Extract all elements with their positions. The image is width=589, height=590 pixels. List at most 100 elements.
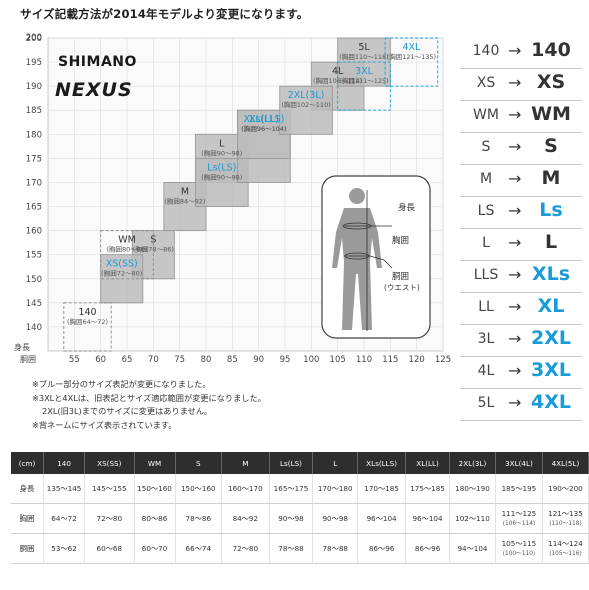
table-cell: 170〜185 — [357, 474, 407, 504]
table-cell: 94〜104 — [449, 533, 496, 564]
mapping-row: L → L — [460, 228, 582, 261]
size-box-label: 4XL — [402, 42, 421, 53]
table-cell: 66〜74 — [175, 533, 223, 564]
table-cell-value: 78〜88 — [278, 543, 304, 553]
table-unit-header: (cm) — [11, 452, 45, 474]
table-cell-value: 72〜80 — [96, 513, 123, 523]
table-column-header: 2XL(3L) — [449, 452, 496, 474]
size-box-label: S — [150, 235, 156, 246]
mapping-row: 140 → 140 — [460, 36, 582, 69]
table-cell-value: 84〜92 — [232, 513, 259, 523]
table-cell: 121〜135 (110〜118) — [542, 503, 589, 534]
table-cell: 64〜72 — [43, 503, 85, 534]
size-box-chest-label: (胸囲64〜72) — [67, 317, 108, 326]
table-cell-value: 72〜80 — [232, 543, 259, 553]
y-tick-label: 155 — [26, 251, 42, 261]
mapping-row: LLS → XLs — [460, 260, 582, 293]
x-tick-label: 125 — [435, 355, 451, 365]
table-cell: 86〜96 — [405, 533, 450, 564]
table-cell: 53〜62 — [43, 533, 85, 564]
old-size-label: LS — [477, 203, 495, 219]
note-3: 2XL(旧3L)までのサイズに変更はありません。 — [42, 406, 213, 416]
table-cell: 60〜70 — [134, 533, 176, 564]
table-cell-old-value: (106〜114) — [502, 520, 536, 527]
table-column-header: S — [175, 452, 223, 474]
table-header-row: (cm) 140 XS(SS) WM S M Ls(LS) L XLs(LLS) XL(LL) 2X… — [11, 452, 589, 474]
new-size-label: XL — [537, 295, 565, 317]
table-column-header: WM — [134, 452, 176, 474]
figure-label-chest: 胸囲 — [392, 235, 409, 246]
table-cell: 102〜110 — [449, 503, 496, 534]
size-box-label: Ls(LS) — [207, 162, 236, 173]
size-box-chest-label: (胸囲96〜104) — [241, 124, 286, 133]
size-box-label: 140 — [78, 307, 96, 318]
arrow-right-icon: → — [508, 105, 522, 124]
size-box-label: 4L — [332, 66, 344, 77]
figure-label-height: 身長 — [398, 202, 416, 213]
new-size-label: 2XL — [531, 327, 571, 349]
chest-ring — [342, 222, 372, 230]
arrow-right-icon: → — [508, 297, 522, 316]
size-box-chest-label: (胸囲106〜114) — [313, 76, 362, 85]
size-box-chest-label: (胸囲102〜110) — [281, 100, 330, 109]
size-box — [384, 37, 439, 87]
x-tick-label: 105 — [330, 355, 346, 365]
x-tick-label: 85 — [227, 355, 238, 365]
old-size-label: L — [482, 235, 490, 251]
mapping-row: 3L → 2XL — [460, 324, 582, 357]
table-column-header: 3XL(4L) — [495, 452, 543, 474]
table-cell-value: 165〜175 — [273, 483, 309, 493]
table-cell: 90〜98 — [312, 503, 359, 534]
table-cell-value: 78〜88 — [322, 543, 348, 553]
table-cell: 90〜98 — [269, 503, 314, 534]
table-cell: 190〜200 — [542, 474, 589, 504]
x-tick-label: 60 — [95, 355, 106, 365]
mapping-row: LL → XL — [460, 292, 582, 325]
table-cell: 170〜180 — [312, 474, 359, 504]
table-cell-value: 145〜155 — [91, 483, 127, 493]
size-box — [100, 230, 154, 280]
table-cell-value: 160〜170 — [228, 483, 263, 493]
table-cell-value: 175〜185 — [410, 483, 445, 493]
table-cell-value: 66〜74 — [185, 543, 212, 553]
x-tick-label: 55 — [69, 355, 80, 365]
table-cell: 150〜160 — [134, 474, 176, 504]
y-tick-label: 195 — [26, 58, 42, 68]
size-box-label: 3XL — [355, 66, 374, 77]
nexus-logo: NEXUS — [55, 79, 133, 101]
table-cell: 80〜86 — [134, 503, 176, 534]
arrow-right-icon: → — [508, 233, 522, 252]
size-table: (cm) 140 XS(SS) WM S M Ls(LS) L XLs(LLS) XL(LL) 2X… — [11, 452, 589, 564]
table-cell: 114〜124 (105〜116) — [542, 533, 589, 564]
size-box-chest-label: (胸囲121〜135) — [387, 52, 436, 61]
figure-label-waist-sub: (ウエスト) — [384, 283, 420, 292]
table-cell-value: 111〜125 — [501, 508, 537, 518]
arrow-right-icon: → — [508, 361, 522, 380]
y-tick-label-top: 200 — [26, 33, 42, 43]
arrow-right-icon: → — [508, 329, 522, 348]
table-cell-old-value: (105〜116) — [549, 550, 582, 557]
new-size-label: 3XL — [531, 359, 571, 381]
arrow-right-icon: → — [508, 169, 522, 188]
mapping-row: LS → Ls — [460, 196, 582, 229]
table-cell-value: 190〜200 — [548, 483, 583, 493]
x-tick-label: 120 — [409, 355, 425, 365]
arrow-right-icon: → — [508, 41, 522, 60]
y-tick-label: 165 — [26, 203, 42, 213]
new-size-label: 140 — [531, 39, 571, 61]
note-2: ※3XLと4XLは、旧表記とサイズ適応範囲が変更になりました。 — [32, 392, 266, 403]
figure-label-waist: 胴囲 — [392, 272, 409, 282]
table-column-header: Ls(LS) — [269, 452, 314, 474]
size-box-label: L — [219, 138, 225, 149]
y-tick-label: 160 — [26, 227, 42, 237]
y-tick-label: 140 — [26, 323, 42, 333]
old-size-label: 3L — [477, 331, 495, 347]
table-cell-value: 64〜72 — [51, 513, 77, 523]
table-cell: 72〜80 — [84, 503, 135, 534]
table-column-header: XS(SS) — [84, 452, 135, 474]
notes: ※ブルー部分のサイズ表記が変更になりました。 ※3XLと4XLは、旧表記とサイズ… — [32, 378, 266, 432]
old-size-label: 5L — [477, 395, 495, 411]
arrow-right-icon: → — [508, 201, 522, 220]
y-tick-label: 180 — [26, 130, 42, 140]
y-tick-label: 200 — [26, 34, 42, 44]
